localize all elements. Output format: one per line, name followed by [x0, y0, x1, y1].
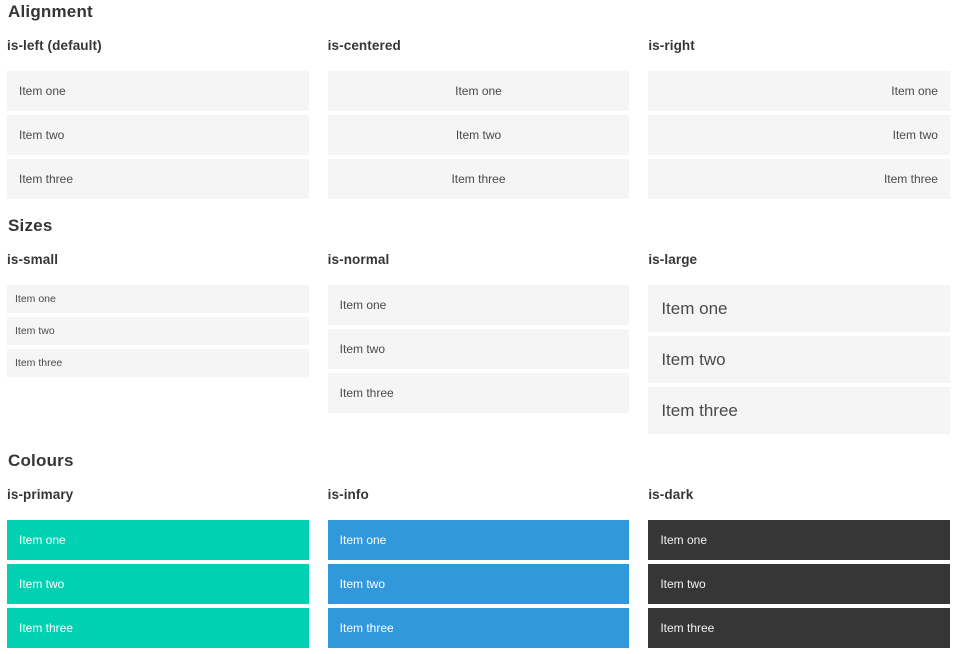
list-item: Item two	[648, 564, 950, 604]
column-heading: is-left (default)	[7, 38, 102, 53]
column-heading: is-centered	[327, 38, 401, 53]
list-item: Item two	[7, 115, 309, 155]
list-item: Item three	[327, 373, 630, 413]
section-title: Sizes	[8, 216, 53, 235]
column-heading: is-large	[648, 252, 698, 267]
column-heading: is-small	[7, 252, 59, 267]
column-is-small: is-small Item one Item two Item three	[7, 253, 309, 377]
demo-list: Item one Item two Item three	[7, 71, 309, 199]
column-is-left: is-left (default) Item one Item two Item…	[7, 39, 309, 199]
list-item: Item three	[7, 159, 309, 199]
list-item: Item three	[7, 349, 309, 377]
list-item: Item three	[327, 159, 630, 199]
demo-list: Item one Item two Item three	[7, 520, 309, 648]
list-item: Item one	[327, 520, 630, 560]
list-item: Item one	[648, 520, 950, 560]
demo-list: Item one Item two Item three	[7, 285, 309, 377]
sizes-columns: is-small Item one Item two Item three is…	[7, 253, 950, 434]
section-sizes: Sizes is-small Item one Item two Item th…	[7, 216, 950, 434]
column-heading: is-primary	[7, 487, 74, 502]
demo-list: Item one Item two Item three	[648, 71, 950, 199]
list-item: Item one	[648, 285, 950, 332]
demo-list: Item one Item two Item three	[327, 520, 630, 648]
list-item: Item two	[7, 317, 309, 345]
column-is-primary: is-primary Item one Item two Item three	[7, 488, 309, 648]
column-is-large: is-large Item one Item two Item three	[648, 253, 950, 434]
column-is-normal: is-normal Item one Item two Item three	[327, 252, 630, 413]
list-item: Item one	[7, 285, 309, 313]
list-item: Item two	[648, 115, 950, 155]
column-is-info: is-info Item one Item two Item three	[327, 487, 630, 648]
section-title: Alignment	[8, 2, 93, 21]
section-alignment: Alignment is-left (default) Item one Ite…	[7, 2, 950, 199]
section-colours: Colours is-primary Item one Item two Ite…	[7, 451, 950, 648]
column-is-right: is-right Item one Item two Item three	[648, 39, 950, 199]
list-item: Item three	[327, 608, 630, 648]
list-item: Item three	[648, 387, 950, 434]
list-item: Item one	[327, 71, 630, 111]
list-item: Item two	[327, 329, 630, 369]
demo-list: Item one Item two Item three	[648, 285, 950, 434]
list-item: Item three	[648, 608, 950, 648]
column-heading: is-dark	[648, 487, 694, 502]
alignment-columns: is-left (default) Item one Item two Item…	[7, 39, 950, 199]
column-heading: is-normal	[327, 252, 390, 267]
list-item: Item two	[7, 564, 309, 604]
section-title: Colours	[8, 451, 74, 470]
list-item: Item one	[327, 285, 630, 325]
list-item: Item one	[7, 71, 309, 111]
list-item: Item three	[648, 159, 950, 199]
column-is-dark: is-dark Item one Item two Item three	[648, 488, 950, 648]
list-item: Item two	[648, 336, 950, 383]
list-item: Item three	[7, 608, 309, 648]
list-item: Item one	[648, 71, 950, 111]
list-item: Item one	[7, 520, 309, 560]
column-is-centered: is-centered Item one Item two Item three	[327, 38, 630, 199]
column-heading: is-info	[327, 487, 369, 502]
column-heading: is-right	[648, 38, 695, 53]
demo-list: Item one Item two Item three	[648, 520, 950, 648]
demo-list: Item one Item two Item three	[327, 71, 630, 199]
demo-list: Item one Item two Item three	[327, 285, 630, 413]
list-item: Item two	[327, 564, 630, 604]
list-item: Item two	[327, 115, 630, 155]
colours-columns: is-primary Item one Item two Item three …	[7, 488, 950, 648]
